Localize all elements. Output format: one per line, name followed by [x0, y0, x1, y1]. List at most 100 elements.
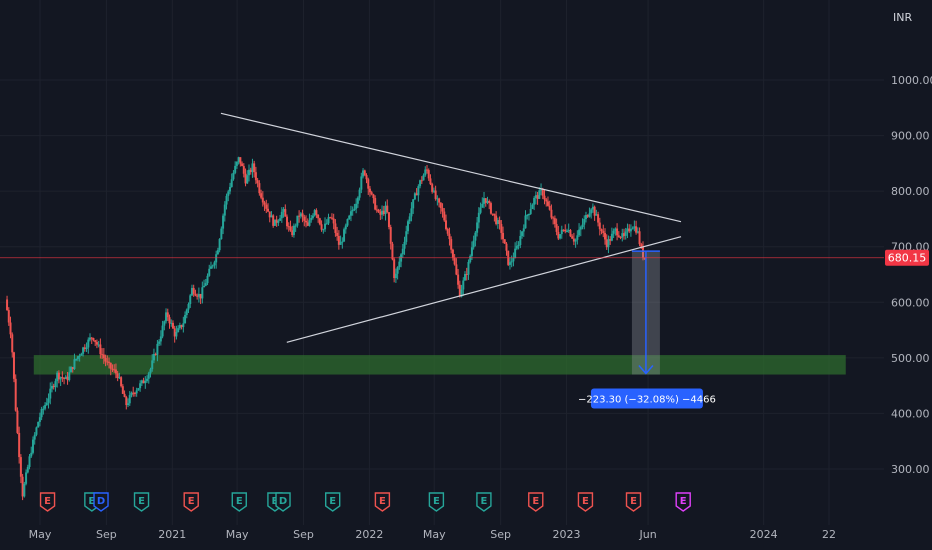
- y-tick-label: 600.00: [891, 296, 930, 309]
- event-marker[interactable]: E: [325, 492, 341, 512]
- candle-body: [289, 226, 292, 231]
- candle-body: [441, 208, 444, 212]
- measure-tool[interactable]: −223.30 (−32.08%) −4466: [578, 250, 716, 409]
- candle-body: [484, 198, 487, 203]
- candle-body: [133, 392, 136, 394]
- candle-body: [417, 186, 420, 196]
- candle-body: [308, 220, 311, 226]
- candle-body: [540, 189, 543, 191]
- candle-body: [120, 377, 123, 387]
- candle-body: [524, 215, 527, 229]
- candle-body: [206, 275, 209, 284]
- candle-body: [527, 213, 530, 216]
- candle-body: [472, 240, 475, 248]
- event-marker[interactable]: E: [577, 492, 594, 512]
- candle-body: [244, 173, 247, 184]
- candle-body: [216, 250, 219, 255]
- candle-body: [382, 210, 385, 215]
- trendlines[interactable]: [220, 112, 682, 343]
- candle-body: [47, 398, 50, 403]
- support-zone-layer: [33, 355, 846, 375]
- event-marker-label: D: [97, 496, 105, 507]
- candle-body: [491, 213, 494, 215]
- candle-body: [365, 175, 368, 180]
- x-tick-label: May: [226, 528, 249, 541]
- candle-body: [199, 293, 202, 299]
- candle-body: [533, 197, 536, 205]
- candle-body: [139, 383, 142, 389]
- event-marker[interactable]: E: [231, 492, 247, 512]
- candle-body: [97, 344, 100, 346]
- candle-body: [408, 216, 411, 222]
- candle-body: [270, 215, 273, 218]
- event-marker[interactable]: E: [476, 492, 492, 512]
- candle-body: [571, 236, 574, 239]
- candle-body: [102, 354, 105, 358]
- candle-body: [37, 421, 40, 428]
- support-zone[interactable]: [33, 355, 846, 375]
- candle-body: [42, 408, 45, 410]
- candle-body: [640, 244, 643, 248]
- candle-body: [92, 338, 95, 341]
- event-marker-shape: [183, 492, 199, 512]
- event-marker[interactable]: E: [39, 492, 56, 512]
- candle-body: [149, 369, 152, 374]
- candle-body: [23, 483, 26, 497]
- event-marker[interactable]: E: [183, 492, 199, 512]
- candle-body: [64, 376, 67, 379]
- candle-body: [536, 195, 539, 199]
- candle-body: [234, 165, 237, 173]
- candle-body: [59, 377, 62, 380]
- candle-body: [182, 323, 185, 328]
- candle-body: [344, 225, 347, 230]
- candle-body: [324, 223, 327, 230]
- event-marker[interactable]: E: [675, 492, 691, 512]
- candle-body: [87, 339, 90, 348]
- trendline-lower[interactable]: [286, 236, 682, 343]
- candle-body: [246, 175, 249, 184]
- event-marker[interactable]: E: [374, 492, 391, 512]
- candle-body: [14, 378, 17, 411]
- event-marker[interactable]: E: [428, 492, 445, 512]
- event-marker[interactable]: E: [625, 492, 642, 512]
- candle-body: [508, 262, 511, 265]
- candle-body: [101, 354, 104, 356]
- event-marker[interactable]: D: [275, 492, 291, 512]
- candle-body: [83, 347, 86, 349]
- candle-body: [633, 226, 636, 229]
- candle-body: [488, 201, 491, 204]
- event-marker[interactable]: E: [133, 492, 150, 512]
- candle-body: [559, 234, 562, 239]
- event-marker-shape: [325, 492, 341, 512]
- candle-body: [600, 229, 603, 232]
- candle-body: [211, 265, 214, 267]
- candle-body: [372, 194, 375, 199]
- candle-body: [381, 210, 384, 215]
- event-marker-shape: [93, 492, 109, 512]
- candle-body: [194, 293, 197, 296]
- candle-body: [598, 222, 601, 230]
- trendline-upper[interactable]: [220, 112, 682, 223]
- event-marker[interactable]: E: [528, 492, 544, 512]
- candle-body: [431, 184, 434, 192]
- candle-body: [597, 214, 600, 223]
- candle-body: [519, 235, 522, 246]
- candle-body: [230, 179, 233, 187]
- candle-body: [166, 312, 169, 318]
- event-marker[interactable]: D: [93, 492, 109, 512]
- y-axis[interactable]: INR 1000.00900.00800.00700.00600.00500.0…: [0, 11, 932, 476]
- candle-body: [619, 236, 622, 238]
- candle-body: [438, 198, 441, 203]
- candle-body: [267, 208, 270, 212]
- candle-body: [45, 402, 48, 406]
- candle-body: [635, 226, 638, 233]
- candle-body: [483, 198, 486, 204]
- candle-body: [493, 213, 496, 216]
- candle-body: [201, 287, 204, 299]
- candle-body: [642, 247, 645, 258]
- event-marker-shape: [428, 492, 445, 512]
- x-tick-label: May: [29, 528, 52, 541]
